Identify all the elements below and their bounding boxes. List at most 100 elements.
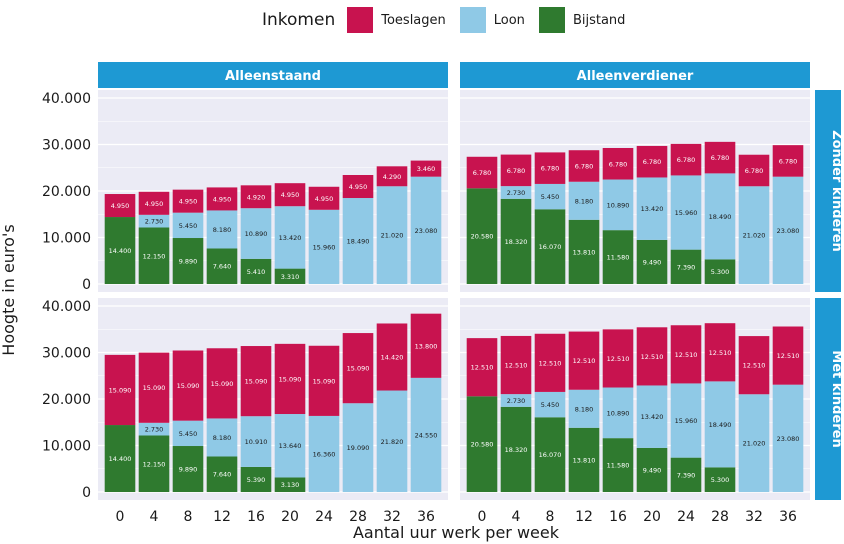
data-label-toeslagen: 6.780 [541,165,560,173]
bar-toeslagen [206,348,238,419]
data-label-loon: 5.450 [179,222,198,230]
x-tick-label: 24 [315,509,333,525]
data-label-bijstand: 7.640 [213,263,232,271]
data-label-bijstand: 11.580 [607,254,630,262]
bar-loon [602,179,634,231]
data-label-toeslagen: 12.510 [539,359,562,367]
data-label-toeslagen: 4.950 [213,195,232,203]
data-label-bijstand: 5.410 [247,268,266,276]
row-strip-label-0: Zonder kinderen [829,130,844,252]
bar-toeslagen [534,152,566,184]
bar-loon [172,420,204,447]
data-label-bijstand: 16.070 [539,451,562,459]
bar-toeslagen [308,186,340,210]
bar-loon [410,176,442,284]
y-tick-label: 0 [82,485,91,501]
bar-toeslagen [342,175,374,199]
data-label-loon: 13.420 [279,234,302,242]
bar-toeslagen [704,323,736,382]
bar-toeslagen [342,333,374,404]
x-tick-label: 32 [745,509,763,525]
chart-layer: Alleenstaand Alleenverdiener Zonder kinder… [42,62,844,525]
facet-strip-label-0: Alleenstaand [225,69,321,84]
data-label-toeslagen: 6.780 [575,162,594,170]
data-label-loon: 8.180 [575,197,594,205]
bar-toeslagen [636,327,668,386]
data-label-toeslagen: 12.510 [607,355,630,363]
bar-toeslagen [410,160,442,177]
data-label-toeslagen: 15.090 [279,375,302,383]
data-label-loon: 2.730 [145,426,164,434]
bar-toeslagen [138,191,170,215]
data-label-toeslagen: 6.780 [507,167,526,175]
x-tick-label: 32 [383,509,401,525]
y-tick-label: 0 [82,277,91,293]
y-tick-label: 40.000 [42,91,91,107]
bar-toeslagen [240,185,272,209]
data-label-toeslagen: 6.780 [745,167,764,175]
data-label-toeslagen: 4.290 [383,173,402,181]
data-label-toeslagen: 4.950 [145,200,164,208]
row-strip-label-1: Met kinderen [829,350,844,447]
bar-loon [704,173,736,260]
bar-loon [772,384,804,492]
bar-toeslagen [568,331,600,390]
bar-bijstand [274,268,306,284]
legend-label-loon: Loon [493,12,525,28]
bar-toeslagen [636,145,668,178]
legend: Inkomen Toeslagen Loon Bijstand [262,6,639,34]
bar-toeslagen [772,145,804,177]
data-label-bijstand: 12.150 [143,460,166,468]
bar-bijstand [670,457,702,492]
x-tick-label: 20 [643,509,661,525]
data-label-loon: 23.080 [415,227,438,235]
bar-toeslagen [274,183,306,207]
bar-loon [704,381,736,468]
x-tick-label: 36 [417,509,435,525]
bar-bijstand [240,258,272,284]
bar-loon [240,208,272,259]
x-tick-label: 16 [609,509,627,525]
data-label-bijstand: 3.130 [281,481,300,489]
bar-toeslagen [376,323,408,391]
legend-swatch-bijstand [538,7,565,33]
data-label-loon: 5.450 [179,430,198,438]
legend-item-loon: Loon [459,7,525,33]
legend-label-toeslagen: Toeslagen [381,12,446,28]
bar-toeslagen [240,346,272,417]
bar-bijstand [534,417,566,492]
bar-bijstand [138,435,170,492]
bar-toeslagen [772,326,804,385]
bar-toeslagen [738,336,770,395]
facet-strip-1 [460,62,810,88]
data-label-loon: 10.890 [607,409,630,417]
bar-loon [568,389,600,428]
bar-loon [602,387,634,439]
bar-loon [308,415,340,492]
data-label-toeslagen: 12.510 [471,364,494,372]
bar-bijstand [240,466,272,492]
data-label-toeslagen: 15.090 [245,378,268,386]
bar-toeslagen [138,352,170,423]
facet-strip-label-1: Alleenverdiener [577,69,694,84]
data-label-toeslagen: 4.950 [315,195,334,203]
bar-bijstand [636,239,668,284]
legend-item-toeslagen: Toeslagen [347,7,446,33]
bar-bijstand [534,209,566,284]
bar-bijstand [172,446,204,492]
data-label-bijstand: 12.150 [143,252,166,260]
data-label-loon: 18.490 [347,238,370,246]
legend-swatch-toeslagen [347,7,374,33]
bar-bijstand [500,406,532,492]
data-label-bijstand: 13.810 [573,248,596,256]
data-label-bijstand: 14.400 [109,247,132,255]
bar-bijstand [636,447,668,492]
data-label-loon: 21.020 [381,232,404,240]
data-label-loon: 15.960 [675,209,698,217]
data-label-bijstand: 5.300 [711,476,730,484]
data-label-bijstand: 16.070 [539,243,562,251]
bar-bijstand [568,219,600,284]
x-tick-label: 4 [512,509,521,525]
y-tick-label: 20.000 [42,184,91,200]
bar-bijstand [206,248,238,284]
